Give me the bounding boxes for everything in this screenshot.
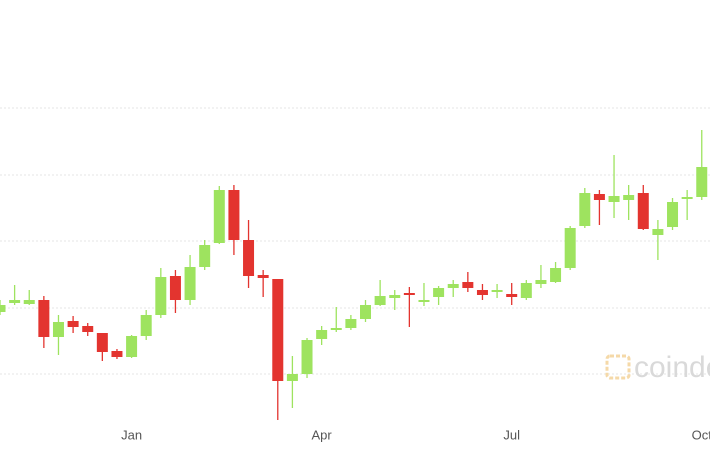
candle-body — [140, 315, 152, 336]
candle-body — [506, 294, 518, 297]
candle-body — [169, 276, 181, 300]
candle-body — [564, 228, 576, 268]
candle-body — [374, 296, 386, 305]
candle-body — [286, 374, 298, 381]
candle-body — [228, 190, 240, 240]
candle-body — [257, 275, 269, 278]
candle-body — [38, 300, 50, 337]
candle-body — [476, 290, 488, 295]
candle-body — [52, 322, 64, 337]
candle-body — [637, 193, 649, 229]
candle-body — [433, 288, 445, 297]
candle-body — [9, 300, 21, 303]
candle-body — [462, 282, 474, 288]
candle-body — [126, 336, 138, 357]
candle-body — [652, 229, 664, 235]
candle-body — [667, 202, 679, 227]
candle-body — [184, 267, 196, 300]
candle-body — [155, 277, 167, 315]
watermark-text: coindesk — [634, 351, 710, 384]
candle-body — [491, 290, 503, 292]
candle-body — [447, 284, 459, 288]
watermark-logo — [605, 354, 631, 380]
candle-body — [696, 167, 708, 197]
candle-body — [301, 340, 313, 374]
x-tick-label: Jul — [503, 427, 520, 442]
candle-body — [23, 300, 35, 304]
candle-body — [213, 190, 225, 243]
candle-body — [0, 305, 6, 312]
x-tick-label: Apr — [312, 427, 333, 442]
candle-body — [360, 305, 371, 319]
candle-body — [403, 293, 415, 295]
candle-body — [330, 328, 342, 330]
candle-body — [681, 197, 693, 199]
x-tick-label: Jan — [121, 427, 142, 442]
candle-body — [82, 326, 94, 332]
candle-body — [111, 351, 123, 357]
candle-body — [579, 193, 591, 226]
candle-body — [389, 295, 401, 298]
x-tick-label: Oct — [692, 427, 710, 442]
watermark: coindesk — [605, 351, 710, 384]
candle-body — [623, 195, 635, 200]
candle-body — [96, 333, 108, 352]
candle-body — [535, 280, 547, 284]
candle-body — [608, 196, 620, 202]
candle-body — [593, 194, 605, 200]
candle-body — [67, 321, 79, 327]
candle-body — [345, 319, 357, 328]
candle-body — [418, 300, 430, 302]
candle-body — [550, 268, 562, 282]
candle-body — [243, 240, 255, 276]
candle-body — [272, 279, 284, 381]
candle-body — [520, 283, 532, 298]
candle-body — [316, 330, 328, 339]
candle-body — [199, 245, 211, 267]
